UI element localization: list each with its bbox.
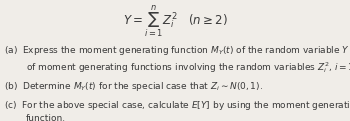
Text: (a)  Express the moment generating function $M_Y(t)$ of the random variable $Y$ : (a) Express the moment generating functi… [4,44,350,57]
Text: (c)  For the above special case, calculate $E[Y]$ by using the moment generating: (c) For the above special case, calculat… [4,99,350,112]
Text: (b)  Determine $M_Y(t)$ for the special case that $Z_i \sim N(0, 1)$.: (b) Determine $M_Y(t)$ for the special c… [4,80,262,93]
Text: function.: function. [26,114,66,121]
Text: $Y = \sum_{i=1}^{n} Z_i^2 \quad (n \geq 2)$: $Y = \sum_{i=1}^{n} Z_i^2 \quad (n \geq … [122,4,228,39]
Text: of moment generating functions involving the random variables $Z_i^2$, $i = 1, \: of moment generating functions involving… [26,60,350,75]
